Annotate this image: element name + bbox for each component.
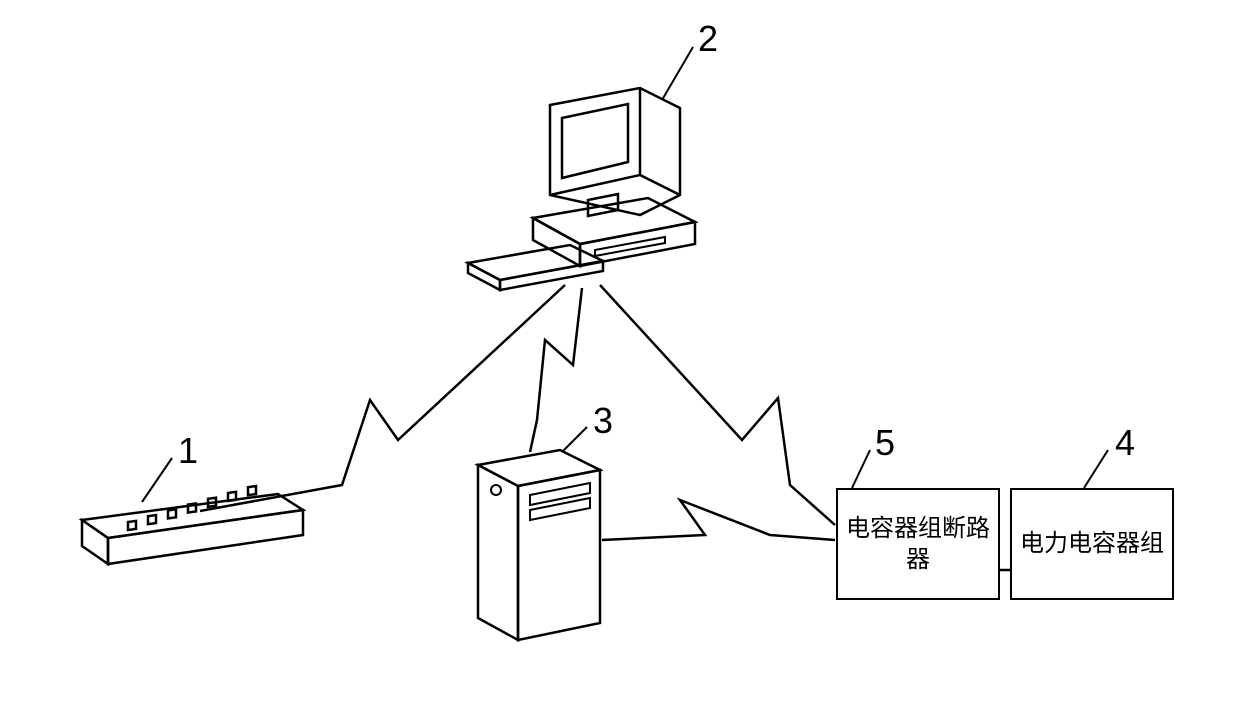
capacitor-label: 电力电容器组 — [1020, 528, 1164, 559]
server-icon — [478, 427, 600, 640]
edge-computer-breaker — [600, 285, 835, 525]
leader-5 — [852, 450, 870, 488]
label-4: 4 — [1115, 422, 1135, 464]
edge-computer-server — [530, 288, 582, 452]
computer-icon — [468, 47, 695, 290]
label-1: 1 — [178, 430, 198, 472]
network-diagram: 1 2 3 4 5 电容器组断路器 电力电容器组 — [0, 0, 1240, 717]
leader-4 — [1084, 450, 1108, 488]
label-2: 2 — [698, 18, 718, 60]
label-5: 5 — [875, 422, 895, 464]
breaker-label: 电容器组断路器 — [846, 513, 990, 575]
breaker-box: 电容器组断路器 — [836, 488, 1000, 600]
edge-computer-switch — [200, 285, 565, 511]
edge-server-breaker — [602, 500, 835, 540]
label-3: 3 — [593, 400, 613, 442]
switch-icon — [82, 458, 303, 564]
diagram-svg — [0, 0, 1240, 717]
capacitor-box: 电力电容器组 — [1010, 488, 1174, 600]
